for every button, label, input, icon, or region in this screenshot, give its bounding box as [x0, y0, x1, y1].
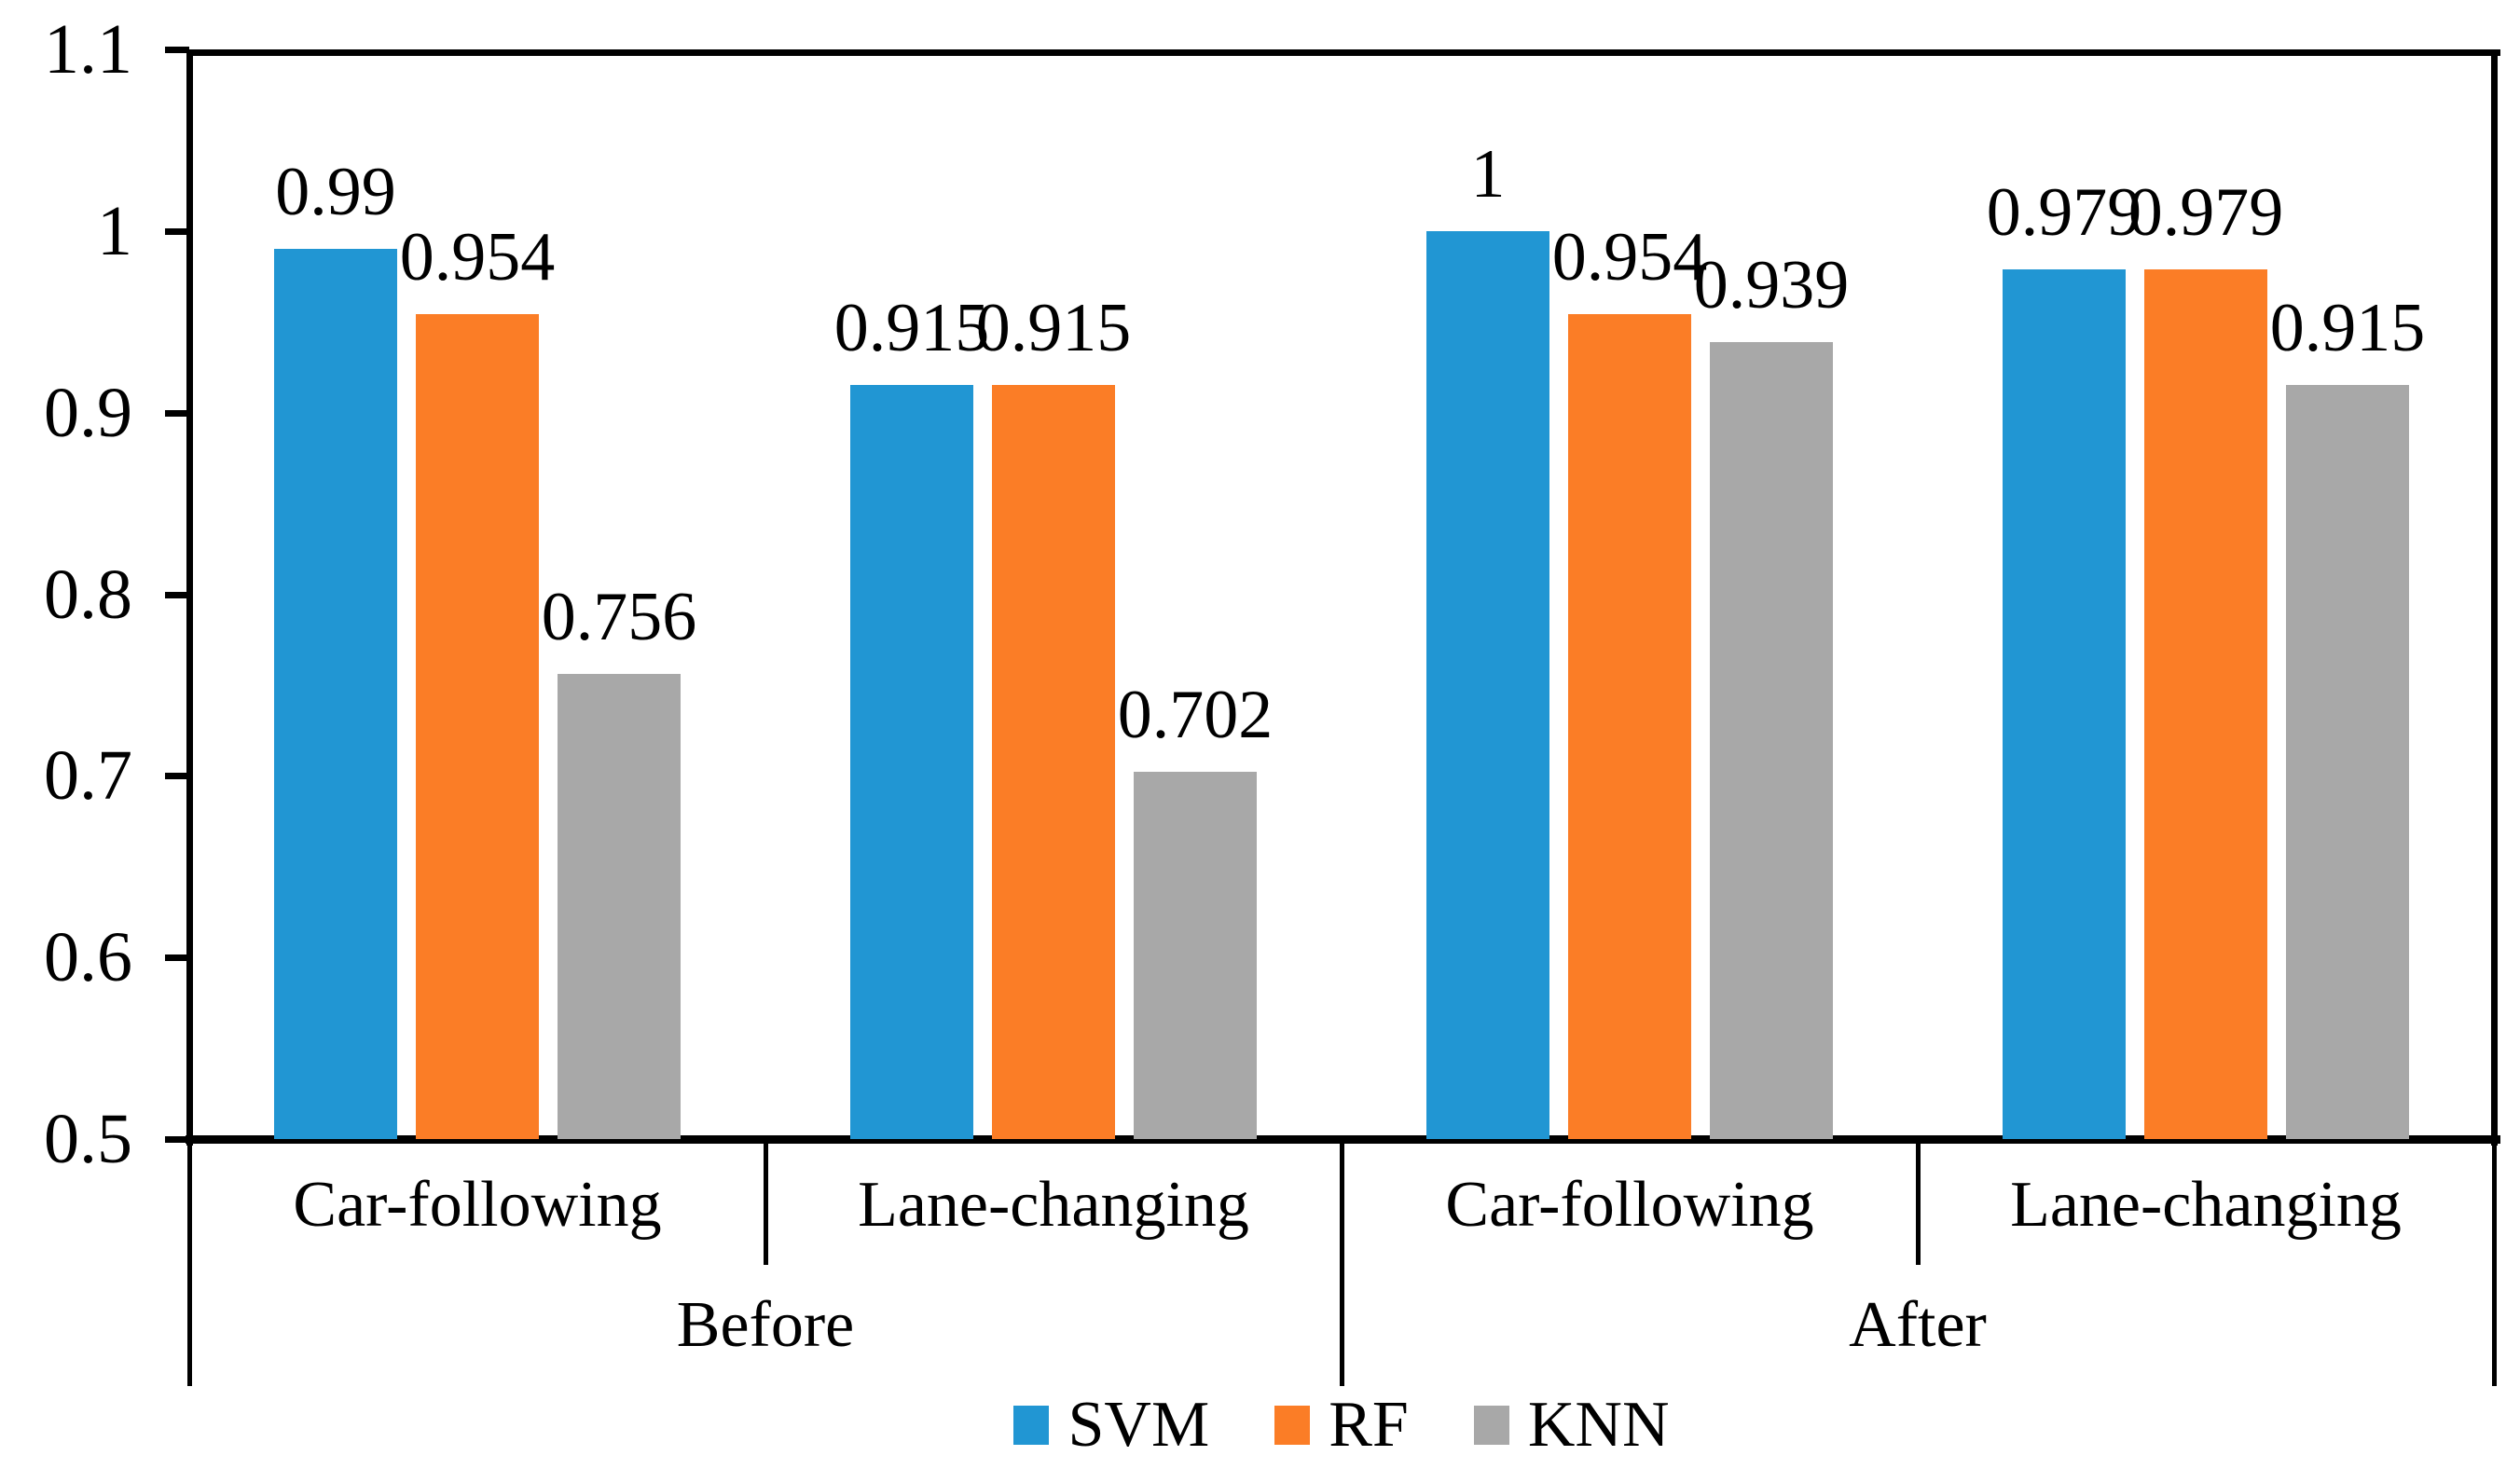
bar-value-label-rf-g1: 0.954: [399, 219, 556, 295]
y-axis-line: [186, 49, 193, 1146]
legend-item-knn: KNN: [1473, 1388, 1670, 1462]
y-tick-label: 1.1: [44, 10, 132, 89]
group-divider: [2492, 1139, 2497, 1386]
bar-knn-g3: [1710, 342, 1833, 1139]
group-divider: [187, 1139, 192, 1386]
bar-value-label-svm-g4: 0.979: [1986, 174, 2142, 251]
bar-rf-g1: [416, 314, 539, 1139]
bar-value-label-svm-g1: 0.99: [275, 154, 396, 230]
bar-svm-g3: [1426, 231, 1549, 1139]
bar-value-label-knn-g1: 0.756: [541, 579, 697, 655]
plot-top-border: [186, 49, 2500, 56]
bar-value-label-rf-g3: 0.954: [1551, 219, 1708, 295]
bar-rf-g3: [1568, 314, 1691, 1139]
y-tick-mark: [165, 47, 189, 53]
legend: SVM RF KNN: [189, 1389, 2494, 1462]
category-divider: [1916, 1139, 1921, 1265]
legend-item-svm: SVM: [1013, 1388, 1209, 1462]
plot-right-border: [2491, 49, 2498, 1146]
bar-value-label-svm-g2: 0.915: [833, 290, 990, 366]
bar-value-label-rf-g2: 0.915: [975, 290, 1132, 366]
bar-knn-g2: [1134, 772, 1257, 1139]
category-label-2: Lane-changing: [858, 1169, 1249, 1241]
bar-svm-g1: [274, 249, 397, 1139]
y-tick-label: 0.7: [44, 736, 132, 815]
bar-value-label-rf-g4: 0.979: [2128, 174, 2284, 251]
y-tick-mark: [165, 228, 189, 235]
y-tick-label: 0.5: [44, 1100, 132, 1178]
legend-label-rf: RF: [1329, 1389, 1409, 1461]
y-tick-mark: [165, 592, 189, 598]
legend-swatch-rf: [1274, 1406, 1311, 1445]
category-label-1: Car-following: [293, 1169, 662, 1241]
bar-value-label-knn-g3: 0.939: [1693, 247, 1850, 323]
bar-svm-g2: [850, 385, 973, 1139]
group-label-after: After: [1849, 1289, 1987, 1361]
bar-knn-g1: [558, 674, 681, 1139]
bar-value-label-svm-g3: 1: [1470, 136, 1506, 213]
bar-value-label-knn-g4: 0.915: [2269, 290, 2426, 366]
legend-label-svm: SVM: [1067, 1389, 1210, 1461]
bar-svm-g4: [2003, 269, 2126, 1139]
bar-rf-g2: [992, 385, 1115, 1139]
group-divider: [1340, 1139, 1344, 1386]
bar-rf-g4: [2144, 269, 2267, 1139]
category-divider: [764, 1139, 768, 1265]
y-tick-label: 1: [97, 192, 132, 270]
legend-label-knn: KNN: [1527, 1389, 1670, 1461]
category-label-3: Car-following: [1445, 1169, 1814, 1241]
y-tick-label: 0.9: [44, 374, 132, 452]
category-label-4: Lane-changing: [2010, 1169, 2402, 1241]
y-tick-mark: [165, 1136, 189, 1143]
y-tick-label: 0.6: [44, 918, 132, 996]
y-tick-mark: [165, 410, 189, 417]
y-tick-mark: [165, 954, 189, 961]
y-tick-label: 0.8: [44, 556, 132, 634]
group-label-before: Before: [676, 1289, 855, 1361]
y-tick-mark: [165, 773, 189, 779]
legend-swatch-knn: [1473, 1406, 1509, 1445]
legend-swatch-svm: [1013, 1406, 1050, 1445]
bar-knn-g4: [2286, 385, 2409, 1139]
legend-item-rf: RF: [1274, 1388, 1409, 1462]
bar-value-label-knn-g2: 0.702: [1117, 677, 1274, 753]
